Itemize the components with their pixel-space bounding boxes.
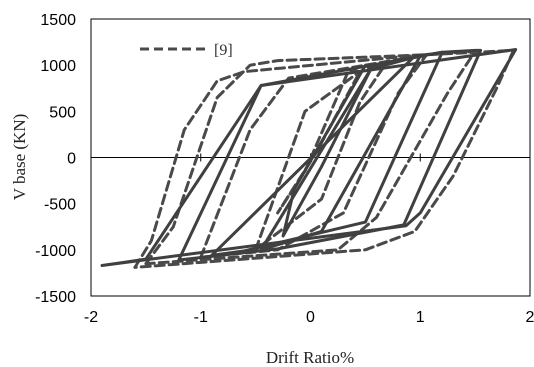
solid-series-loop: [177, 48, 483, 262]
dashed-series-loop: [276, 68, 362, 215]
y-tick-label: 500: [49, 104, 76, 121]
x-tick-label: 0: [306, 309, 315, 326]
y-axis-title: V base (KN): [10, 114, 29, 201]
x-tick-label: -2: [84, 309, 98, 326]
solid-series-loop: [281, 63, 373, 238]
x-tick-label: 2: [526, 309, 534, 326]
y-tick-label: -500: [44, 197, 76, 214]
y-tick-label: -1000: [35, 243, 76, 260]
x-axis-title: Drift Ratio%: [266, 348, 354, 367]
x-tick-label: 1: [416, 309, 425, 326]
solid-series-loop: [100, 48, 518, 267]
y-tick-label: 1000: [40, 58, 76, 75]
legend: [9]: [140, 42, 233, 59]
x-tick-label: -1: [194, 309, 208, 326]
dashed-series-loop: [254, 60, 389, 252]
y-tick-label: -1500: [35, 289, 76, 306]
y-tick-label: 0: [67, 151, 76, 168]
y-tick-label: 1500: [40, 12, 76, 29]
dashed-series-loop: [133, 48, 515, 269]
legend-label-dashed: [9]: [214, 42, 233, 59]
